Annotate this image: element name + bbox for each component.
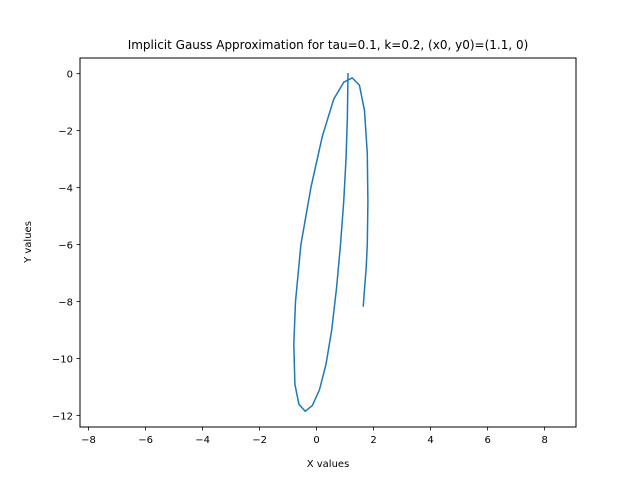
x-tick-label: 6	[484, 435, 490, 446]
y-tick-label: −8	[58, 298, 73, 309]
y-tick-label: −10	[52, 355, 73, 366]
y-tick-label: −6	[58, 241, 73, 252]
series-line	[293, 72, 369, 413]
x-tick-label: −4	[195, 435, 210, 446]
chart-title: Implicit Gauss Approximation for tau=0.1…	[128, 38, 529, 52]
x-tick-label: −6	[138, 435, 153, 446]
y-tick-label: −4	[58, 184, 73, 195]
x-tick-label: −8	[81, 435, 96, 446]
y-axis-label: Y values	[23, 221, 34, 264]
x-tick-label: 0	[313, 435, 319, 446]
plot-frame	[79, 57, 577, 428]
y-tick-label: −2	[58, 127, 73, 138]
x-tick-label: 4	[427, 435, 433, 446]
y-tick-label: 0	[67, 70, 73, 81]
x-tick-label: 8	[541, 435, 547, 446]
plot-marks	[293, 72, 369, 413]
x-tick-label: −2	[252, 435, 267, 446]
x-ticks: −8 −6 −4 −2 0 2 4 6 8	[81, 427, 548, 446]
y-tick-label: −12	[52, 412, 73, 423]
x-axis-label: X values	[307, 459, 350, 470]
x-tick-label: 2	[370, 435, 376, 446]
y-ticks: 0 −2 −4 −6 −8 −10 −12	[52, 70, 80, 423]
